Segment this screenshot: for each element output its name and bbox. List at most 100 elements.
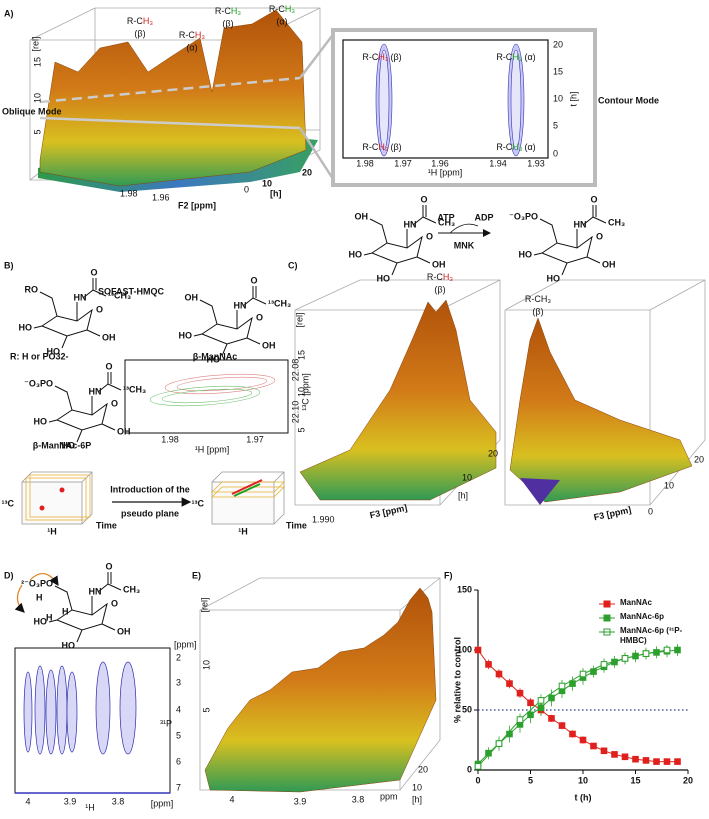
surface-dip	[520, 478, 560, 505]
axis-label: [h]	[458, 490, 468, 500]
tick-label: 3.9	[294, 796, 307, 806]
tick-label: 1.98	[356, 158, 374, 168]
peak-state: (β)	[134, 28, 145, 38]
atom-label: CH₃	[608, 217, 625, 227]
h-label: H	[36, 592, 43, 602]
point	[674, 646, 681, 654]
point	[569, 730, 576, 738]
d-peaks	[23, 661, 137, 755]
trace	[231, 479, 263, 495]
tick-label: 10	[262, 178, 272, 188]
inset-contours	[149, 373, 276, 407]
plane	[25, 477, 87, 521]
group-prefix: R-C	[362, 142, 378, 152]
tick-label: 20	[488, 448, 498, 458]
tick-label: 20	[418, 764, 428, 774]
atom-label: O	[250, 275, 257, 285]
y-tick-label: 150	[457, 584, 472, 594]
series-line	[477, 649, 678, 765]
peak-label: R-CH₃ (α)	[496, 52, 535, 62]
point	[495, 670, 503, 678]
atom-label: OH	[602, 259, 616, 269]
point	[527, 699, 534, 707]
tick-label: 1.93	[527, 158, 545, 168]
point	[474, 646, 482, 654]
axis-label: ppm	[380, 791, 398, 801]
atom-label: HO	[179, 330, 193, 340]
structure	[48, 572, 122, 643]
plane	[29, 474, 91, 518]
h-label: H	[62, 606, 69, 616]
cofactor: ADP	[474, 212, 493, 222]
point	[558, 682, 566, 690]
tick-label: 1.94	[489, 158, 507, 168]
point	[642, 650, 650, 657]
surface	[204, 587, 437, 793]
tick-label: 15	[296, 350, 306, 360]
point	[611, 751, 618, 758]
point	[569, 680, 576, 687]
structure	[533, 205, 607, 276]
atom-label: ²⁻O₃PO	[21, 578, 53, 588]
peak	[119, 661, 137, 755]
axis-label: [h]	[270, 188, 282, 198]
tick-label: 7	[176, 782, 181, 792]
r-group: R: H or PO32-	[10, 351, 69, 361]
point	[527, 711, 534, 719]
axis-label: [h]	[412, 794, 422, 804]
bond	[33, 325, 43, 329]
peak	[66, 671, 78, 753]
x-tick-label: 5	[528, 775, 533, 785]
peak-state: (α)	[276, 16, 287, 26]
bond	[39, 291, 58, 317]
inset-plot	[124, 359, 289, 434]
peak-label: R-CH₃	[127, 16, 153, 26]
y-tick-label: 0	[467, 764, 472, 774]
bond	[541, 235, 593, 264]
tick-label: 20	[694, 454, 704, 464]
bond	[221, 343, 228, 357]
atom-label: OH	[185, 292, 199, 302]
point	[495, 740, 503, 747]
atom-label: HO	[377, 273, 391, 283]
group-methyl: H₃	[231, 6, 241, 16]
panel-label: C)	[288, 260, 298, 270]
peak-state: (β)	[391, 142, 402, 152]
peak-dot	[59, 487, 65, 493]
atom-label: OH	[262, 340, 276, 350]
cube-face	[21, 481, 83, 525]
tick-label: 10	[412, 782, 422, 792]
atom-label: ¹³CH₃	[108, 290, 131, 300]
tick-label: 5	[32, 129, 42, 134]
group-methyl: H₃	[143, 16, 153, 26]
peak-label: R-CH₃	[215, 6, 241, 16]
scheme-axis: ¹H	[238, 526, 248, 536]
bond	[592, 216, 607, 224]
x-axis-label: t (h)	[575, 792, 592, 802]
panel-label: F)	[444, 570, 453, 580]
tick-label: 4	[25, 796, 30, 806]
atom-label: O	[96, 304, 103, 314]
point	[516, 716, 524, 723]
point	[579, 670, 587, 678]
axis-label: ¹³C [ppm]	[300, 373, 310, 411]
peak	[23, 671, 33, 753]
bond	[48, 419, 58, 423]
peak-label: R-CH₃ (β)	[362, 142, 401, 152]
peak-label: R-CH₃ (α)	[496, 142, 535, 152]
atom-label: HO	[34, 416, 48, 426]
bond	[86, 329, 101, 337]
bond	[101, 423, 116, 431]
structure	[48, 372, 122, 443]
tick-label: 10	[32, 93, 42, 103]
connector	[298, 127, 337, 183]
scheme-axis: Time	[96, 520, 117, 530]
tick-label: 10	[664, 480, 674, 490]
atom-label: O	[90, 267, 97, 277]
point	[621, 655, 629, 662]
contour-peak	[510, 49, 522, 151]
bond	[369, 218, 388, 244]
y-axis-label: % relative to control	[452, 637, 462, 723]
panel-label: A)	[4, 8, 14, 18]
